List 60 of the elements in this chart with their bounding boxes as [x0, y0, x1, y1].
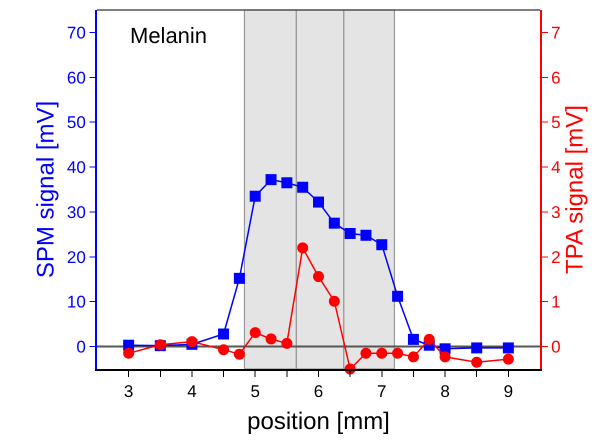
- point: [424, 334, 435, 345]
- point: [266, 174, 277, 186]
- annotation: Melanin: [130, 23, 208, 48]
- point: [186, 336, 198, 348]
- x-tick-label: 4: [187, 382, 197, 402]
- point: [440, 351, 451, 362]
- point: [408, 351, 419, 362]
- y-tick-label: 20: [66, 248, 86, 267]
- point: [123, 348, 134, 359]
- point: [313, 196, 324, 208]
- point: [266, 333, 277, 344]
- point: [250, 327, 261, 338]
- point: [471, 342, 482, 354]
- y2-tick-label: 3: [551, 202, 561, 222]
- point: [218, 328, 230, 340]
- x-tick-label: 7: [377, 382, 387, 402]
- x-tick-label: 8: [440, 382, 450, 402]
- point: [297, 242, 308, 254]
- point: [502, 342, 514, 354]
- y2-axis-title: TPA signal [mV]: [561, 105, 588, 274]
- x-tick-label: 3: [124, 382, 134, 402]
- point: [360, 348, 372, 359]
- point: [376, 239, 388, 250]
- y2-tick-label: 2: [551, 248, 561, 267]
- y2-tick-label: 1: [551, 292, 561, 312]
- y2-tick-label: 5: [551, 113, 561, 132]
- point: [471, 356, 482, 368]
- point: [408, 334, 419, 345]
- x-tick-label: 6: [314, 382, 324, 402]
- x-tick-label: 9: [504, 382, 514, 402]
- point: [376, 348, 388, 359]
- point: [281, 177, 292, 188]
- point: [313, 271, 324, 282]
- point: [218, 344, 230, 356]
- point: [360, 230, 372, 241]
- y-tick-label: 40: [66, 158, 86, 178]
- y-tick-label: 70: [66, 23, 86, 42]
- point: [502, 354, 514, 365]
- point: [234, 348, 245, 360]
- point: [328, 218, 340, 229]
- y-tick-label: 0: [76, 338, 86, 357]
- y-axis-title: SPM signal [mV]: [32, 100, 60, 278]
- x-tick-label: 5: [250, 382, 260, 402]
- y2-tick-label: 0: [551, 338, 561, 357]
- y-tick-label: 50: [66, 113, 86, 132]
- y2-tick-label: 4: [551, 158, 561, 178]
- point: [328, 296, 340, 307]
- y2-tick-label: 7: [551, 23, 561, 42]
- y-tick-label: 60: [66, 68, 86, 88]
- x-axis-title: position [mm]: [247, 408, 390, 435]
- point: [250, 190, 261, 202]
- y-tick-label: 10: [66, 292, 86, 312]
- point: [234, 272, 245, 284]
- point: [297, 182, 308, 193]
- y-tick-label: 30: [66, 202, 86, 222]
- point: [392, 290, 404, 302]
- point: [281, 338, 292, 349]
- y2-tick-label: 6: [551, 68, 561, 88]
- point: [392, 348, 404, 359]
- point: [344, 228, 356, 239]
